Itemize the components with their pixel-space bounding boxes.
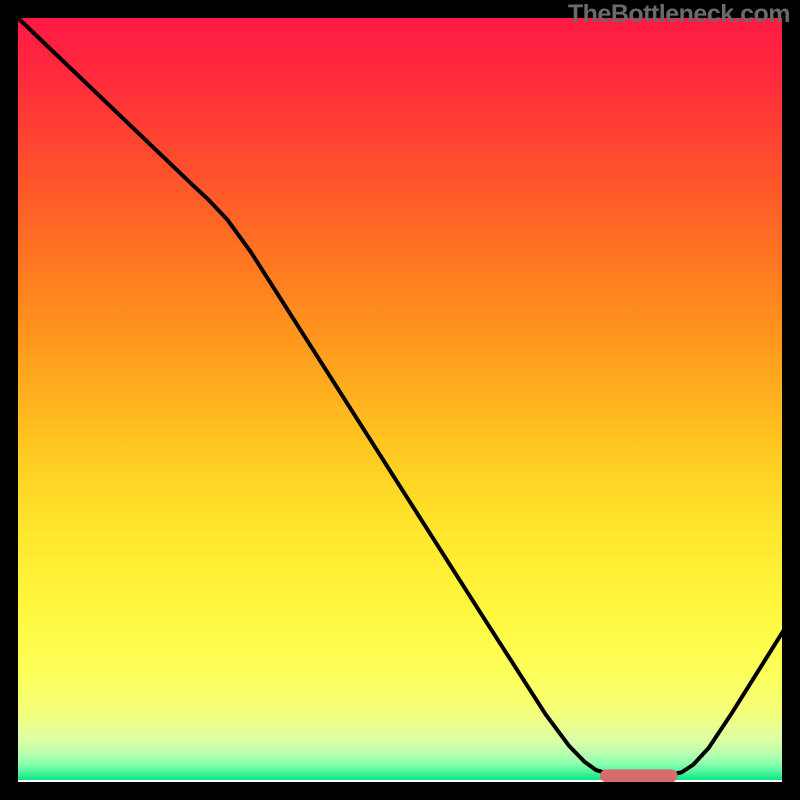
bottleneck-chart xyxy=(0,0,800,800)
gradient-background xyxy=(18,18,794,780)
optimal-range-marker xyxy=(600,769,678,782)
chart-container: TheBottleneck.com xyxy=(0,0,800,800)
watermark-text: TheBottleneck.com xyxy=(568,0,790,29)
